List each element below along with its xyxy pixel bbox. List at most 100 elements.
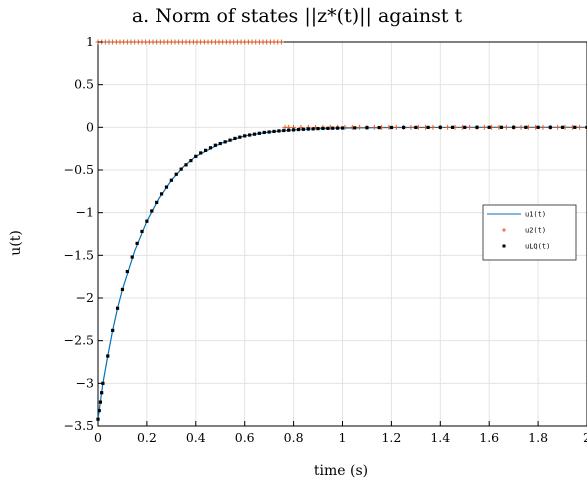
data-point [238, 135, 242, 139]
data-point [111, 328, 115, 333]
data-point [430, 124, 436, 130]
data-point [243, 134, 247, 138]
data-point [536, 125, 540, 129]
data-point [169, 178, 173, 182]
legend-label: u1(t) [525, 211, 546, 219]
y-tick-label: −0.5 [64, 162, 94, 177]
data-point [233, 136, 237, 141]
data-point [584, 124, 587, 130]
y-tick-label: −3.5 [64, 418, 94, 433]
x-tick-label: 0.8 [284, 430, 304, 445]
data-point [499, 125, 504, 129]
data-point [296, 127, 301, 132]
data-point [228, 138, 232, 142]
data-point [503, 124, 509, 130]
data-point [316, 127, 320, 131]
data-point [357, 124, 363, 130]
data-point [199, 151, 203, 155]
data-point [106, 354, 110, 358]
data-point [164, 185, 169, 189]
series-3 [96, 125, 587, 421]
data-point [140, 229, 144, 234]
data-point [223, 140, 227, 144]
data-point [282, 128, 286, 133]
data-point [262, 130, 266, 135]
data-point [414, 125, 418, 130]
data-point [512, 125, 516, 129]
data-point [336, 126, 340, 130]
data-point [548, 125, 552, 129]
y-tick-label: 0.5 [74, 77, 94, 92]
data-point [98, 400, 103, 404]
data-point [247, 133, 252, 137]
data-point [402, 125, 406, 130]
data-point [573, 125, 577, 129]
data-point [377, 125, 381, 130]
data-point [467, 124, 473, 130]
data-point [393, 124, 399, 130]
data-point [135, 241, 139, 245]
data-point [585, 125, 587, 129]
chart-title: a. Norm of states ||z*(t)|| against t [132, 5, 463, 27]
data-point [100, 391, 104, 395]
data-point [445, 124, 451, 130]
x-tick-label: 0.2 [137, 430, 157, 445]
data-point [301, 127, 305, 131]
legend-swatch [502, 228, 506, 232]
data-point [155, 200, 159, 205]
data-point [272, 129, 276, 134]
legend: u1(t) u2(t) uLQ(t) [482, 204, 577, 261]
data-point [203, 148, 208, 152]
data-point [115, 306, 120, 310]
data-point [481, 124, 487, 130]
data-point [125, 269, 129, 274]
x-tick-label: 0.6 [235, 430, 255, 445]
data-point [208, 146, 213, 150]
data-point [277, 129, 281, 133]
x-tick-label: 2 [583, 430, 587, 445]
data-point [331, 126, 335, 130]
y-tick-label: −3 [76, 375, 94, 390]
y-tick-label: 0 [86, 119, 94, 134]
data-point [130, 255, 134, 259]
data-point [97, 409, 101, 413]
legend-label: uLQ(t) [525, 243, 550, 251]
data-point [475, 125, 479, 129]
data-point [298, 124, 304, 130]
data-point [389, 125, 393, 130]
data-point [540, 124, 546, 130]
x-tick-label: 1 [339, 430, 347, 445]
x-tick-label: 1.6 [479, 430, 499, 445]
data-point [278, 39, 284, 45]
data-point [524, 125, 528, 129]
data-point [371, 124, 377, 130]
data-point [326, 126, 330, 130]
data-point [292, 128, 296, 132]
data-point [311, 127, 315, 131]
data-point [450, 125, 455, 129]
data-point [174, 172, 178, 176]
x-tick-label: 1.4 [430, 430, 450, 445]
y-tick-label: −1 [76, 205, 94, 220]
y-tick-label: −2.5 [64, 333, 94, 348]
data-point [487, 125, 491, 129]
data-point [150, 209, 154, 213]
x-tick-label: 0.4 [186, 430, 206, 445]
legend-entry: u2(t) [502, 227, 546, 235]
data-point [463, 125, 467, 129]
data-point [306, 127, 310, 131]
data-point [189, 159, 193, 163]
data-point [96, 417, 100, 421]
data-point [438, 125, 442, 129]
data-point [194, 154, 198, 158]
data-point [321, 126, 325, 131]
data-point [252, 132, 257, 136]
legend-entry: uLQ(t) [502, 243, 550, 251]
x-tick-label: 1.2 [381, 430, 401, 445]
data-point [218, 141, 222, 146]
data-point [213, 143, 217, 147]
x-tick-label: 1.8 [528, 430, 548, 445]
data-point [577, 124, 583, 130]
y-tick-label: −2 [76, 290, 94, 305]
x-tick-label: 0 [94, 430, 102, 445]
